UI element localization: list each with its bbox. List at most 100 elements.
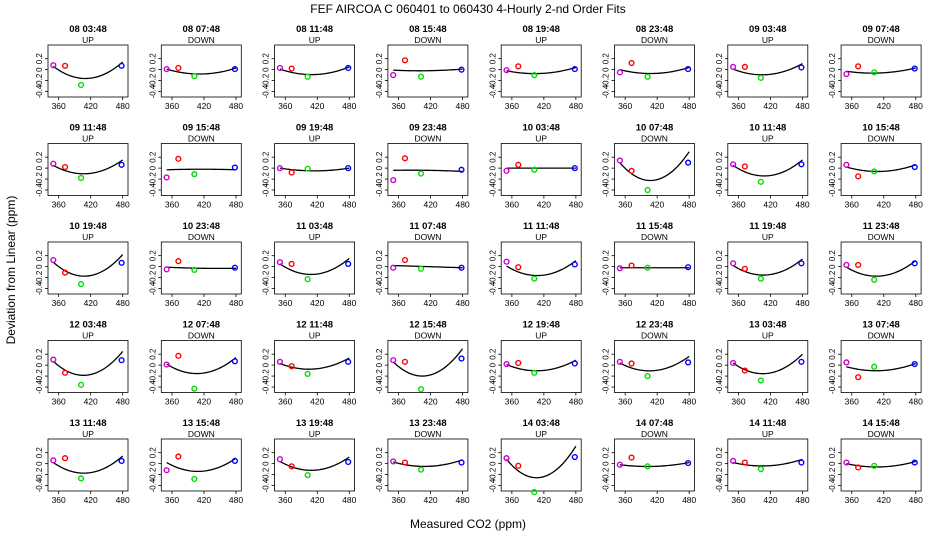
y-tick-label: -0.4 <box>375 380 384 394</box>
y-tick-label: -0.4 <box>488 478 497 492</box>
x-tick-label: 420 <box>310 495 324 505</box>
data-point <box>231 164 239 171</box>
fit-curve <box>619 66 690 75</box>
data-point <box>118 259 125 266</box>
data-point <box>458 66 465 73</box>
panel-title: 11 19:48 <box>749 221 786 232</box>
data-point <box>616 358 623 365</box>
data-point <box>50 62 57 69</box>
y-tick-label: 0 <box>148 461 157 466</box>
x-tick-label: 360 <box>52 200 66 210</box>
data-point <box>77 81 85 89</box>
y-tick-label: 0 <box>488 362 497 367</box>
panel-frame <box>387 143 469 196</box>
y-tick-label: 0 <box>602 67 611 72</box>
panel-title: 10 03:48 <box>522 123 560 134</box>
y-tick-label: -0.4 <box>488 84 497 98</box>
panel-frame <box>500 438 582 492</box>
data-point <box>401 155 409 162</box>
y-tick-label: 0.2 <box>602 447 611 459</box>
y-tick-label: 0 <box>35 67 44 72</box>
y-tick-label: -0.4 <box>715 183 724 197</box>
y-tick-label: 0 <box>488 264 497 269</box>
y-tick-label: 0.2 <box>148 53 157 65</box>
y-tick-label: 0.2 <box>602 348 611 360</box>
panel-frame <box>387 241 469 295</box>
data-point <box>503 455 510 462</box>
x-tick-label: 480 <box>682 397 696 407</box>
x-tick-label: 480 <box>229 298 243 308</box>
data-point <box>401 256 409 264</box>
y-tick-label: 0.2 <box>35 151 44 163</box>
data-point <box>730 161 737 168</box>
panel-mode-label: UP <box>82 134 94 144</box>
y-tick-label: -0.2 <box>828 172 837 186</box>
panel-frame <box>47 241 129 295</box>
data-point <box>417 170 425 177</box>
y-tick-label: -0.2 <box>262 467 271 481</box>
y-tick-label: -0.2 <box>715 172 724 186</box>
panel-title: 12 07:48 <box>183 320 221 331</box>
x-tick-label: 480 <box>229 495 243 505</box>
y-tick-label: 0 <box>35 165 44 170</box>
x-tick-label: 360 <box>391 298 405 308</box>
panel-frame <box>47 438 129 492</box>
data-point <box>77 475 85 482</box>
panel-frame <box>614 438 695 492</box>
y-tick-label: -0.4 <box>828 478 837 492</box>
y-tick-label: 0 <box>375 67 384 72</box>
panel-mode-label: UP <box>535 232 547 242</box>
x-tick-label: 480 <box>455 200 469 210</box>
fit-curve <box>506 260 577 277</box>
panel-title: 12 19:48 <box>522 320 560 331</box>
data-point <box>118 161 125 168</box>
data-point <box>276 358 284 365</box>
y-tick-label: -0.2 <box>35 73 44 87</box>
x-tick-label: 480 <box>116 397 130 407</box>
panel-mode-label: DOWN <box>188 429 215 439</box>
x-tick-label: 420 <box>310 298 324 308</box>
panel-title: 14 11:48 <box>749 418 786 429</box>
panel-title: 11 03:48 <box>296 221 333 232</box>
data-point <box>191 171 198 178</box>
y-tick-label: -0.4 <box>375 281 384 295</box>
data-point <box>288 169 295 176</box>
data-point <box>911 163 918 171</box>
y-tick-label: -0.4 <box>602 478 611 492</box>
x-tick-label: 420 <box>537 200 551 210</box>
data-point <box>163 266 170 273</box>
data-point <box>50 160 57 167</box>
fit-curve <box>393 68 463 72</box>
data-point <box>304 276 311 283</box>
x-axis-label: Measured CO2 (ppm) <box>409 517 527 531</box>
y-tick-label: -0.2 <box>35 467 44 481</box>
fit-curve <box>279 66 350 76</box>
fit-curve <box>392 348 464 377</box>
y-tick-label: 0.2 <box>262 348 271 360</box>
x-tick-label: 480 <box>455 298 469 308</box>
fit-curve <box>166 168 236 171</box>
data-point <box>288 260 295 267</box>
panel-mode-label: DOWN <box>868 429 895 439</box>
panel-frame <box>500 143 582 196</box>
data-point <box>77 381 85 388</box>
x-tick-label: 420 <box>537 298 551 308</box>
x-tick-label: 360 <box>618 101 632 111</box>
data-point <box>871 168 878 175</box>
data-point <box>175 155 182 162</box>
y-tick-label: -0.4 <box>375 183 384 197</box>
y-tick-label: -0.4 <box>35 380 44 394</box>
panel-frame <box>387 438 469 492</box>
x-tick-label: 420 <box>423 101 437 111</box>
panel-frame <box>840 143 922 196</box>
panel-title: 10 15:48 <box>862 123 900 134</box>
y-tick-label: 0.2 <box>828 151 837 163</box>
x-tick-label: 420 <box>763 397 777 407</box>
